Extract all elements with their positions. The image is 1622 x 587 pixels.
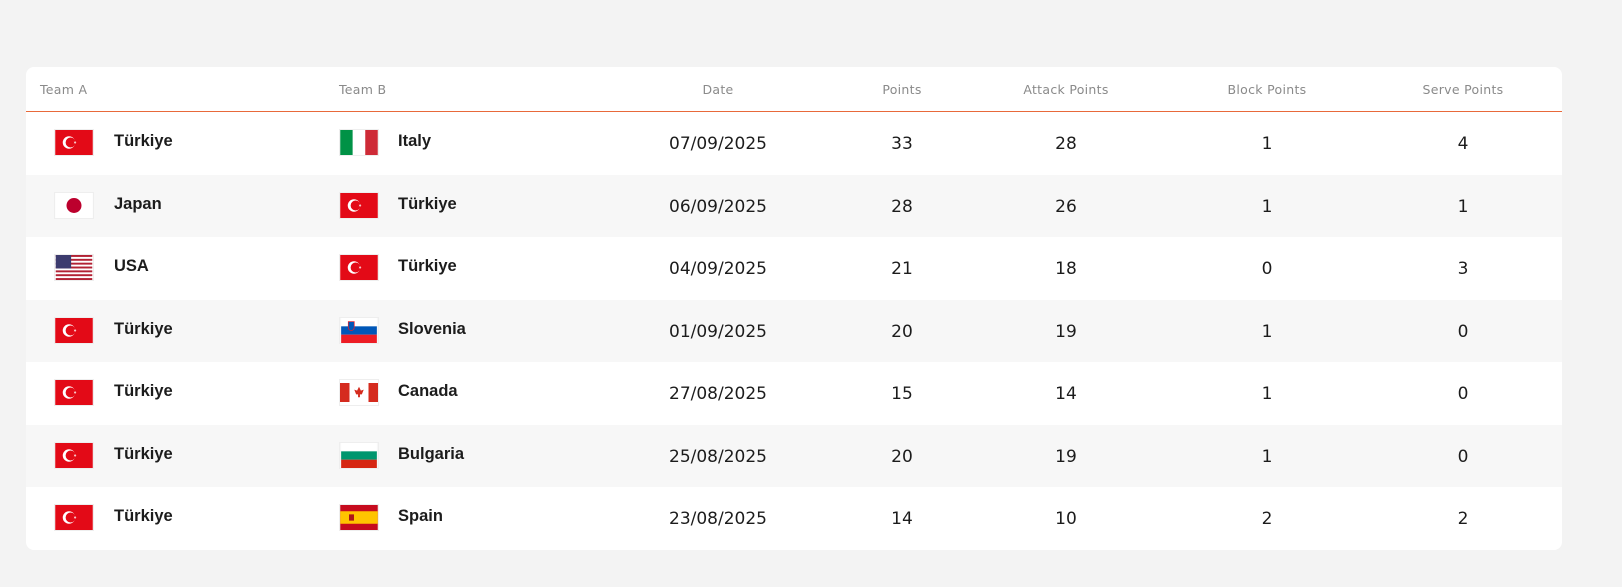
- match-date: 07/09/2025: [669, 134, 767, 154]
- spain-flag-icon: [339, 504, 379, 531]
- points-value: 20: [891, 446, 913, 467]
- attack-points-value: 10: [1055, 509, 1077, 529]
- usa-flag-icon: [54, 254, 94, 281]
- team-b-name[interactable]: Italy: [398, 132, 432, 150]
- block-points-value: 1: [1261, 384, 1273, 404]
- team-a-name[interactable]: Japan: [114, 194, 162, 213]
- attack-points-value: 19: [1055, 446, 1077, 467]
- match-date: 04/09/2025: [669, 259, 767, 279]
- serve-points-value: 2: [1457, 509, 1469, 529]
- canada-flag-icon: [339, 379, 379, 406]
- japan-flag-icon: [54, 191, 94, 219]
- turkey-flag-icon: [54, 129, 94, 156]
- team-b-name[interactable]: Slovenia: [398, 319, 466, 338]
- serve-points-value: 3: [1457, 259, 1469, 279]
- points-value: 28: [891, 196, 913, 217]
- header-team-a[interactable]: Team A: [40, 82, 88, 97]
- attack-points-value: 19: [1055, 321, 1077, 342]
- team-b-name[interactable]: Türkiye: [398, 194, 457, 213]
- points-value: 15: [891, 384, 913, 404]
- turkey-flag-icon: [54, 379, 94, 406]
- attack-points-value: 28: [1055, 134, 1077, 154]
- table-row[interactable]: Türkiye Spain 23/08/2025 14 10 2 2: [26, 487, 1562, 550]
- points-value: 33: [891, 134, 913, 154]
- table-row[interactable]: Türkiye Italy 07/09/2025 33 28 1 4: [26, 112, 1562, 175]
- italy-flag-icon: [339, 129, 379, 156]
- attack-points-value: 14: [1055, 384, 1077, 404]
- match-date: 27/08/2025: [669, 384, 767, 404]
- table-row[interactable]: Japan Türkiye 06/09/2025 28 26 1 1: [26, 174, 1562, 237]
- table-row[interactable]: Türkiye Bulgaria 25/08/2025 20 19 1 0: [26, 424, 1562, 487]
- attack-points-value: 18: [1055, 259, 1077, 279]
- serve-points-value: 0: [1457, 446, 1469, 467]
- serve-points-value: 0: [1457, 321, 1469, 342]
- team-b-name[interactable]: Spain: [398, 507, 443, 525]
- header-points[interactable]: Points: [882, 82, 922, 97]
- block-points-value: 1: [1261, 134, 1273, 154]
- points-value: 14: [891, 509, 913, 529]
- points-value: 20: [891, 321, 913, 342]
- match-stats-table: Team A Team B Date Points Attack Points …: [26, 67, 1562, 550]
- team-b-name[interactable]: Türkiye: [398, 257, 457, 275]
- serve-points-value: 4: [1457, 134, 1469, 154]
- team-a-name[interactable]: Türkiye: [114, 319, 173, 338]
- team-b-name[interactable]: Canada: [398, 382, 458, 400]
- block-points-value: 1: [1261, 196, 1273, 217]
- match-date: 23/08/2025: [669, 509, 767, 529]
- table-row[interactable]: Türkiye Canada 27/08/2025 15 14 1 0: [26, 362, 1562, 425]
- header-attack-points[interactable]: Attack Points: [1023, 82, 1109, 97]
- team-a-name[interactable]: Türkiye: [114, 132, 173, 150]
- block-points-value: 2: [1261, 509, 1273, 529]
- serve-points-value: 0: [1457, 384, 1469, 404]
- slovenia-flag-icon: [339, 316, 379, 344]
- turkey-flag-icon: [54, 316, 94, 344]
- table-header: Team A Team B Date Points Attack Points …: [26, 67, 1562, 112]
- match-date: 06/09/2025: [669, 196, 767, 217]
- turkey-flag-icon: [339, 191, 379, 219]
- match-date: 25/08/2025: [669, 446, 767, 467]
- header-block-points[interactable]: Block Points: [1227, 82, 1307, 97]
- block-points-value: 1: [1261, 321, 1273, 342]
- header-serve-points[interactable]: Serve Points: [1422, 82, 1504, 97]
- team-a-name[interactable]: Türkiye: [114, 382, 173, 400]
- bulgaria-flag-icon: [339, 441, 379, 469]
- table-row[interactable]: Türkiye Slovenia 01/09/2025 20 19 1 0: [26, 299, 1562, 362]
- table-row[interactable]: USA Türkiye 04/09/2025 21 18 0 3: [26, 237, 1562, 300]
- match-date: 01/09/2025: [669, 321, 767, 342]
- points-value: 21: [891, 259, 913, 279]
- block-points-value: 1: [1261, 446, 1273, 467]
- team-a-name[interactable]: Türkiye: [114, 444, 173, 463]
- turkey-flag-icon: [54, 441, 94, 469]
- serve-points-value: 1: [1457, 196, 1469, 217]
- turkey-flag-icon: [339, 254, 379, 281]
- team-b-name[interactable]: Bulgaria: [398, 444, 465, 463]
- team-a-name[interactable]: USA: [114, 257, 149, 275]
- block-points-value: 0: [1261, 259, 1273, 279]
- attack-points-value: 26: [1055, 196, 1077, 217]
- turkey-flag-icon: [54, 504, 94, 531]
- header-date[interactable]: Date: [702, 82, 734, 97]
- team-a-name[interactable]: Türkiye: [114, 507, 173, 525]
- header-team-b[interactable]: Team B: [339, 82, 387, 97]
